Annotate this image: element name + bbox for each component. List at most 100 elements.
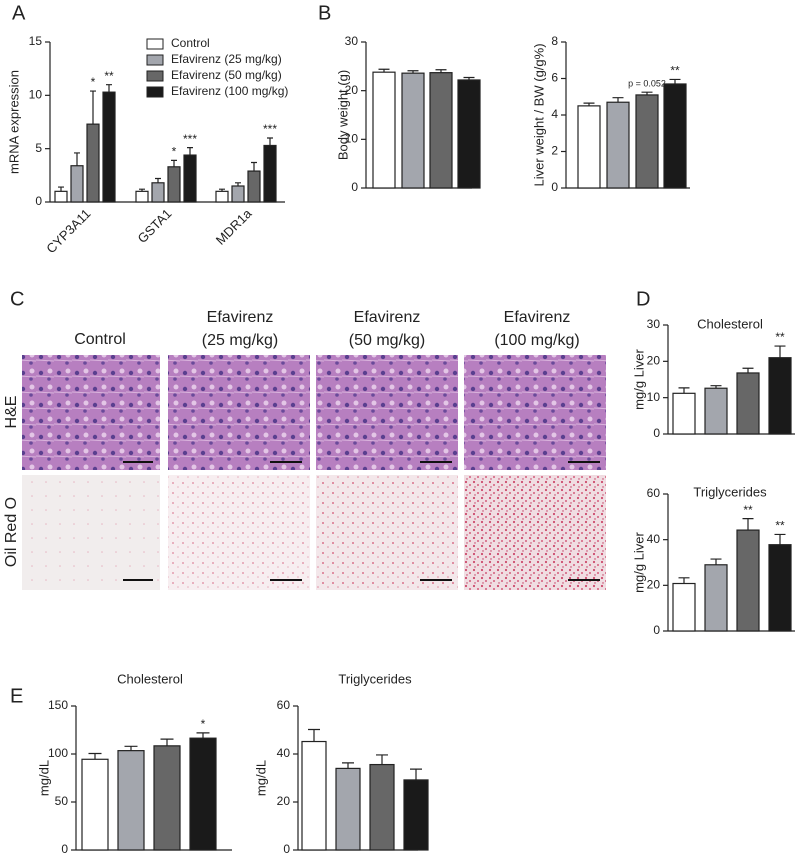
- y-tick-label: 20: [277, 794, 291, 808]
- legend-swatch: [146, 86, 164, 98]
- y-axis-label: mg/dL: [36, 760, 51, 796]
- y-tick-label: 4: [551, 107, 558, 121]
- y-axis-label: mRNA expression: [6, 70, 21, 174]
- x-tick-label: GSTA1: [134, 206, 174, 246]
- error-bar: [669, 78, 681, 84]
- legend-label: Efavirenz (100 mg/kg): [171, 84, 288, 98]
- legend-label: Control: [171, 36, 210, 50]
- legend-swatch: [146, 54, 164, 66]
- chart-title: Cholesterol: [697, 316, 763, 331]
- y-tick-label: 20: [647, 578, 661, 592]
- bar: [183, 154, 197, 203]
- significance-label: **: [104, 69, 114, 83]
- bar: [81, 758, 109, 851]
- error-bar: [58, 186, 64, 192]
- error-bar: [678, 387, 690, 394]
- bar: [135, 190, 149, 203]
- error-bar: [160, 738, 174, 746]
- y-tick-label: 10: [647, 390, 661, 404]
- histology-images: [22, 355, 606, 590]
- significance-label: p = 0.052: [628, 79, 666, 89]
- significance-label: *: [172, 145, 177, 159]
- y-axis-label: mg/g Liver: [631, 348, 646, 409]
- column-header: (50 mg/kg): [349, 332, 425, 349]
- legend-swatch: [146, 70, 164, 82]
- error-bar: [251, 161, 257, 172]
- he-image: [464, 355, 606, 470]
- error-bar: [124, 745, 138, 751]
- error-bar: [410, 768, 422, 780]
- column-header: (100 mg/kg): [494, 332, 579, 349]
- panel-label: B: [318, 2, 331, 24]
- bar: [263, 144, 277, 203]
- bar: [672, 392, 696, 435]
- bar: [86, 123, 100, 203]
- y-tick-label: 0: [653, 426, 660, 440]
- bar: [429, 72, 453, 189]
- bar: [663, 83, 687, 189]
- y-tick-label: 30: [345, 34, 359, 48]
- bar: [301, 740, 327, 851]
- error-bar: [196, 732, 210, 739]
- significance-label: *: [91, 75, 96, 89]
- error-bar: [219, 188, 225, 192]
- error-bar: [74, 152, 80, 166]
- significance-label: ***: [263, 122, 277, 136]
- x-tick-label: MDR1a: [213, 205, 255, 247]
- scale-bars: [123, 461, 600, 581]
- bar: [151, 182, 165, 203]
- error-bar: [742, 518, 754, 531]
- bar: [457, 79, 481, 189]
- error-bar: [235, 182, 241, 186]
- significance-label: **: [743, 503, 753, 517]
- bar: [403, 779, 429, 851]
- bar: [247, 170, 261, 203]
- bar: [369, 763, 395, 851]
- he-image: [168, 355, 310, 470]
- error-bar: [435, 69, 447, 73]
- significance-label: **: [775, 519, 785, 533]
- y-tick-label: 20: [647, 354, 661, 368]
- error-bar: [612, 97, 624, 103]
- error-bar: [267, 137, 273, 146]
- y-tick-label: 8: [551, 34, 558, 48]
- bar: [606, 101, 630, 189]
- panel-label: E: [10, 685, 23, 707]
- error-bar: [583, 102, 595, 106]
- significance-label: *: [201, 717, 206, 731]
- y-tick-label: 0: [351, 180, 358, 194]
- error-bar: [90, 90, 96, 125]
- bar: [70, 165, 84, 203]
- bar: [153, 745, 181, 851]
- oil-red-image: [464, 475, 606, 590]
- chart-title: Triglycerides: [693, 484, 767, 499]
- bar: [335, 767, 361, 851]
- column-header: (25 mg/kg): [202, 332, 278, 349]
- bar: [54, 190, 68, 203]
- error-bar: [139, 188, 145, 192]
- error-bar: [641, 91, 653, 95]
- column-header: Efavirenz: [207, 309, 274, 326]
- y-tick-label: 2: [551, 144, 558, 158]
- y-tick-label: 0: [551, 180, 558, 194]
- he-image: [316, 355, 458, 470]
- y-tick-label: 60: [647, 486, 661, 500]
- chart-title: Cholesterol: [117, 671, 183, 686]
- y-tick-label: 15: [29, 34, 43, 48]
- bar: [215, 190, 229, 203]
- legend-label: Efavirenz (25 mg/kg): [171, 52, 282, 66]
- y-tick-label: 150: [48, 698, 68, 712]
- error-bar: [106, 84, 112, 93]
- bar: [577, 105, 601, 189]
- panel-label: A: [12, 2, 26, 24]
- error-bar: [774, 345, 786, 358]
- bar: [704, 564, 728, 632]
- error-bar: [187, 147, 193, 156]
- y-tick-label: 5: [35, 141, 42, 155]
- error-bar: [463, 76, 475, 80]
- significance-label: ***: [183, 132, 197, 146]
- significance-label: **: [670, 64, 680, 78]
- row-label: H&E: [3, 396, 20, 429]
- y-tick-label: 100: [48, 746, 68, 760]
